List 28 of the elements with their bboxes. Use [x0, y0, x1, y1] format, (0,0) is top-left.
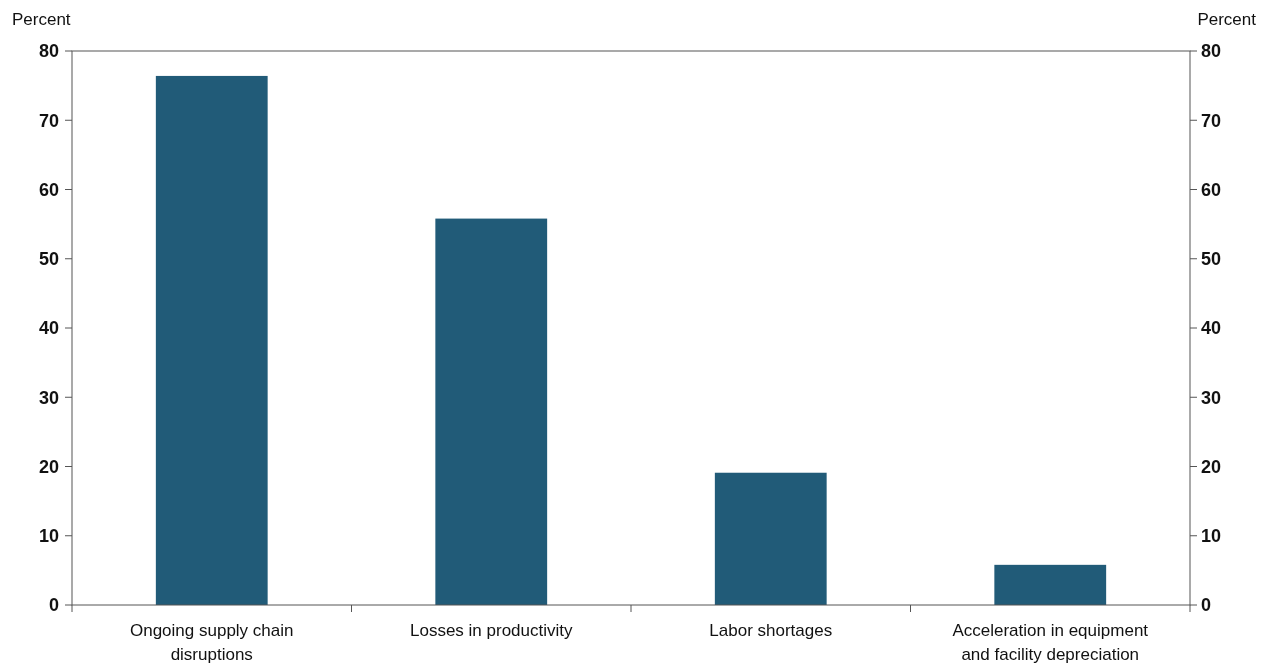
y-tick-label: 80 [38, 41, 59, 62]
y2-tick-label: 10 [1201, 526, 1222, 547]
y2-tick-label: 70 [1201, 110, 1222, 131]
y2-tick-label: 0 [1201, 595, 1212, 616]
y-tick-label: 0 [48, 595, 59, 616]
y-axis-title: Percent [12, 10, 71, 29]
x-tick-label: Labor shortages [709, 621, 833, 640]
bar [714, 472, 827, 605]
y2-tick-label: 50 [1201, 249, 1222, 270]
y-tick-label: 70 [38, 110, 59, 131]
y2-tick-label: 40 [1201, 318, 1222, 339]
x-tick-label: Losses in productivity [409, 621, 574, 640]
y-tick-label: 10 [38, 526, 59, 547]
y2-tick-label: 20 [1201, 456, 1222, 477]
bar [435, 218, 548, 605]
y2-tick-label: 60 [1201, 179, 1222, 200]
y2-axis-title: Percent [1197, 10, 1257, 29]
bar [155, 75, 268, 605]
y-tick-label: 40 [38, 318, 59, 339]
y-tick-label: 60 [38, 179, 59, 200]
y-tick-label: 20 [38, 456, 59, 477]
y2-tick-label: 30 [1201, 387, 1222, 408]
x-tick-label: Acceleration in equipment and facility depreciation [952, 621, 1149, 664]
y-tick-label: 30 [38, 387, 59, 408]
y-tick-label: 50 [38, 249, 59, 270]
y2-tick-label: 80 [1201, 41, 1222, 62]
bar [994, 564, 1107, 605]
x-tick-label: Ongoing supply chain disruptions [129, 621, 294, 664]
